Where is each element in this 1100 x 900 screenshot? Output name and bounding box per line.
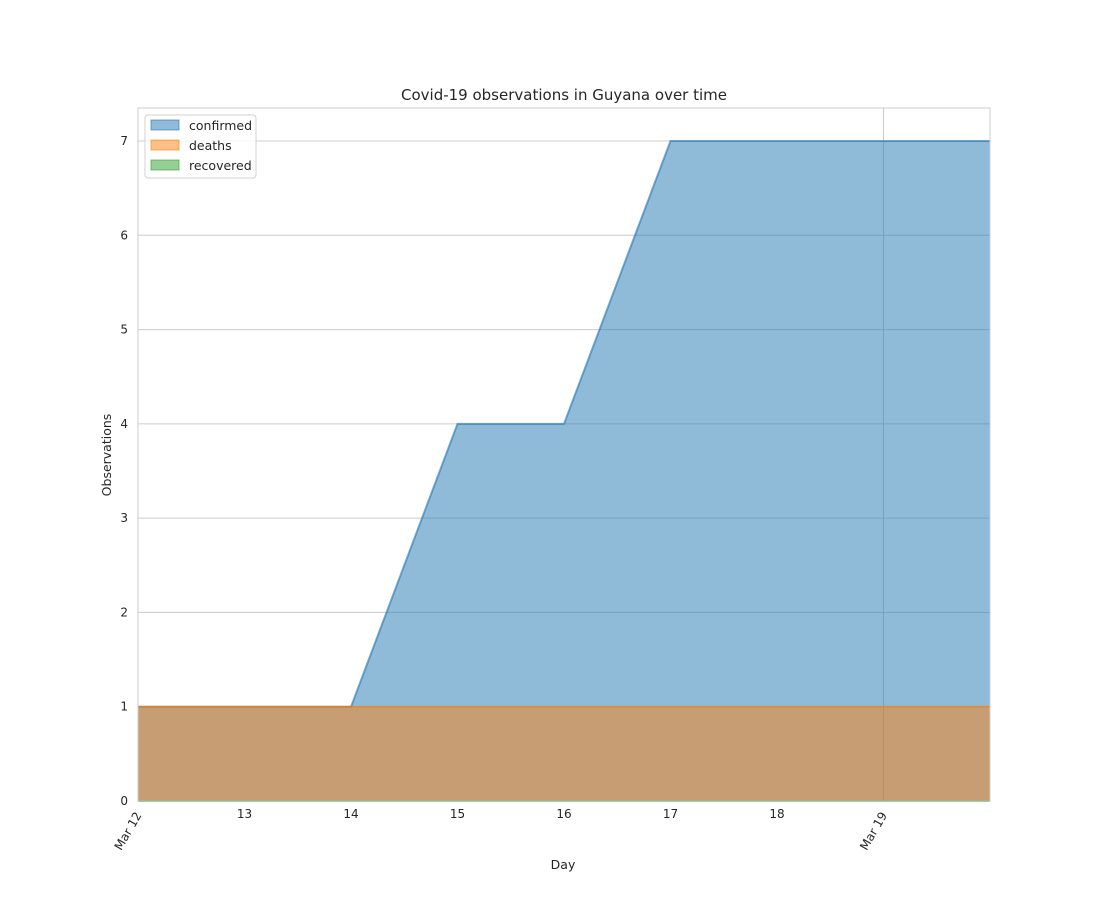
plot-frame	[137, 107, 991, 802]
y-tick-label: 7	[120, 134, 128, 148]
plot-border	[137, 107, 991, 802]
legend-label-recovered: recovered	[189, 158, 252, 173]
legend-swatch-deaths	[150, 139, 180, 151]
y-tick-label: 3	[120, 511, 128, 525]
legend-label-deaths: deaths	[189, 138, 232, 153]
chart-title: Covid-19 observations in Guyana over tim…	[401, 86, 727, 104]
legend-swatch-recovered	[150, 159, 180, 171]
legend-label-confirmed: confirmed	[189, 118, 252, 133]
x-tick-label: 18	[769, 807, 784, 821]
area-deaths	[138, 706, 990, 801]
x-tick-label: Mar 19	[857, 810, 890, 853]
y-axis-label: Observations	[99, 414, 114, 497]
x-tick-label: 14	[343, 807, 358, 821]
y-tick-label: 4	[120, 417, 128, 431]
x-tick-label: 15	[450, 807, 465, 821]
area-confirmed	[138, 141, 990, 801]
x-tick-label: 16	[556, 807, 571, 821]
x-tick-label: 13	[237, 807, 252, 821]
x-axis-label: Day	[551, 857, 576, 872]
legend: confirmed deaths recovered	[144, 114, 257, 179]
x-tick-label: 17	[663, 807, 678, 821]
y-tick-label: 5	[120, 323, 128, 337]
y-tick-label: 2	[120, 605, 128, 619]
legend-swatch-confirmed	[150, 119, 180, 131]
x-tick-label: Mar 12	[112, 810, 145, 853]
series-areas	[138, 140, 990, 802]
y-tick-label: 0	[120, 794, 128, 808]
y-tick-label: 1	[120, 700, 128, 714]
y-tick-label: 6	[120, 228, 128, 242]
